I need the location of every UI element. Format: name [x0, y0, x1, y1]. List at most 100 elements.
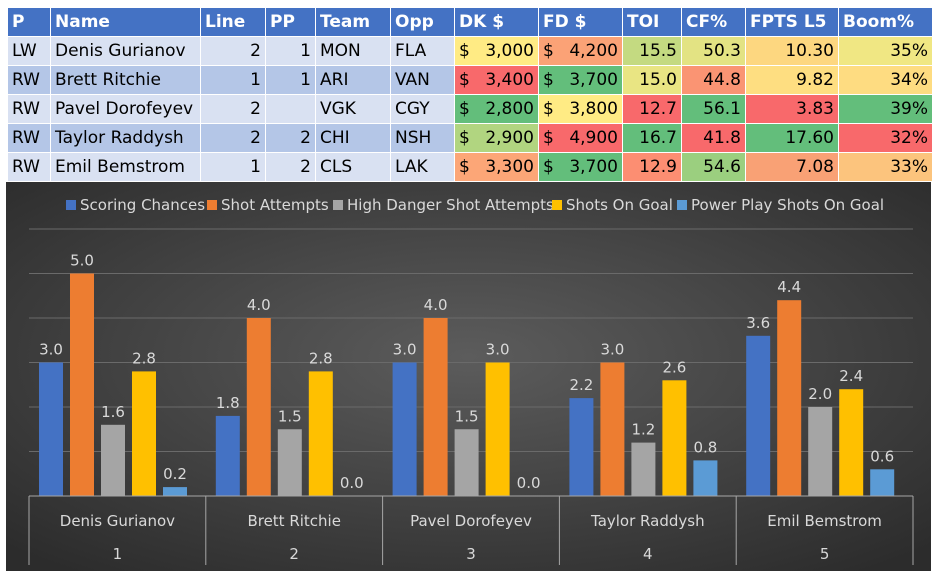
- bar: [631, 442, 656, 496]
- cell-cf: 41.8: [681, 123, 746, 153]
- currency-symbol: $: [543, 128, 554, 148]
- bar: [454, 429, 479, 496]
- header-cf: CF%: [681, 7, 746, 37]
- cell-line: 2: [200, 94, 266, 124]
- bar: [662, 380, 687, 496]
- data-label: 0.2: [163, 465, 187, 483]
- currency-symbol: $: [459, 70, 470, 90]
- data-label: 3.6: [746, 314, 770, 332]
- cell-pp: [265, 94, 316, 124]
- legend-swatch: [207, 200, 217, 210]
- cell-toi: 15.0: [622, 65, 682, 95]
- cell-name: Taylor Raddysh: [50, 123, 201, 153]
- bar: [777, 300, 802, 496]
- bar: [132, 371, 156, 496]
- cell-boom: 33%: [838, 152, 933, 182]
- bar: [808, 407, 833, 496]
- bar: [423, 318, 448, 496]
- cell-fd-value: 3,700: [569, 157, 618, 177]
- cell-team: CHI: [315, 123, 391, 153]
- cell-opp: NSH: [390, 123, 455, 153]
- header-pp: PP: [265, 7, 316, 37]
- cell-fd: $4,900: [538, 123, 623, 153]
- cell-fd: $3,700: [538, 152, 623, 182]
- data-label: 3.0: [486, 341, 510, 359]
- data-label: 3.0: [39, 341, 63, 359]
- cell-dk-value: 3,300: [485, 157, 534, 177]
- cell-name: Denis Gurianov: [50, 36, 201, 66]
- cell-boom: 32%: [838, 123, 933, 153]
- table-row: RW Emil Bemstrom 1 2 CLS LAK $3,300 $3,700 12.9 5…: [7, 152, 933, 182]
- data-label: 1.2: [631, 421, 655, 439]
- cell-fd-value: 3,800: [569, 99, 618, 119]
- table-row: LW Denis Gurianov 2 1 MON FLA $3,000 $4,200 15.5…: [7, 36, 933, 66]
- cell-toi: 15.5: [622, 36, 682, 66]
- cell-name: Brett Ritchie: [50, 65, 201, 95]
- cell-fd: $3,800: [538, 94, 623, 124]
- bar: [101, 424, 125, 496]
- cell-pos: LW: [7, 36, 51, 66]
- bar: [839, 389, 864, 496]
- cell-dk-value: 2,800: [485, 99, 534, 119]
- cell-name: Pavel Dorofeyev: [50, 94, 201, 124]
- legend-swatch: [552, 200, 562, 210]
- cell-boom: 39%: [838, 94, 933, 124]
- category-number: 5: [820, 545, 830, 563]
- header-fpts: FPTS L5: [745, 7, 839, 37]
- legend-entry: Shots On Goal: [566, 196, 673, 214]
- cell-fd: $3,700: [538, 65, 623, 95]
- header-line: Line: [200, 7, 266, 37]
- player-table: P Name Line PP Team Opp DK $ FD $ TOI CF…: [7, 7, 933, 182]
- header-name: Name: [50, 7, 201, 37]
- cell-line: 2: [200, 36, 266, 66]
- chart-background: [6, 182, 931, 571]
- cell-cf: 56.1: [681, 94, 746, 124]
- bar: [277, 429, 302, 496]
- legend-swatch: [677, 200, 687, 210]
- bar: [215, 415, 240, 496]
- cell-pos: RW: [7, 65, 51, 95]
- category-number: 3: [466, 545, 476, 563]
- category-label: Emil Bemstrom: [767, 512, 882, 530]
- data-label: 5.0: [70, 252, 94, 270]
- table-row: RW Taylor Raddysh 2 2 CHI NSH $2,900 $4,900 16.7…: [7, 123, 933, 153]
- cell-team: CLS: [315, 152, 391, 182]
- bar: [485, 362, 510, 496]
- cell-dk-value: 3,400: [485, 70, 534, 90]
- currency-symbol: $: [543, 157, 554, 177]
- data-label: 4.0: [247, 296, 271, 314]
- cell-opp: LAK: [390, 152, 455, 182]
- bar: [70, 273, 94, 496]
- cell-dk: $3,300: [454, 152, 539, 182]
- currency-symbol: $: [543, 70, 554, 90]
- currency-symbol: $: [459, 41, 470, 61]
- cell-toi: 16.7: [622, 123, 682, 153]
- data-label: 4.4: [777, 278, 801, 296]
- bar: [600, 362, 625, 496]
- cell-fpts: 9.82: [745, 65, 839, 95]
- header-toi: TOI: [622, 7, 682, 37]
- cell-dk: $3,000: [454, 36, 539, 66]
- currency-symbol: $: [459, 99, 470, 119]
- legend-entry: Scoring Chances: [80, 196, 205, 214]
- data-label: 2.8: [132, 349, 156, 367]
- cell-team: VGK: [315, 94, 391, 124]
- cell-opp: FLA: [390, 36, 455, 66]
- data-label: 0.8: [693, 438, 717, 456]
- legend-swatch: [66, 200, 76, 210]
- data-label: 2.4: [839, 367, 863, 385]
- cell-fd-value: 3,700: [569, 70, 618, 90]
- category-number: 2: [289, 545, 299, 563]
- data-label: 3.0: [393, 341, 417, 359]
- category-number: 4: [643, 545, 653, 563]
- cell-fpts: 17.60: [745, 123, 839, 153]
- header-opp: Opp: [390, 7, 455, 37]
- cell-cf: 44.8: [681, 65, 746, 95]
- table-row: RW Pavel Dorofeyev 2 VGK CGY $2,800 $3,800 12.7…: [7, 94, 933, 124]
- cell-pp: 1: [265, 65, 316, 95]
- cell-pos: RW: [7, 152, 51, 182]
- cell-cf: 50.3: [681, 36, 746, 66]
- cell-opp: VAN: [390, 65, 455, 95]
- cell-fd: $4,200: [538, 36, 623, 66]
- cell-name: Emil Bemstrom: [50, 152, 201, 182]
